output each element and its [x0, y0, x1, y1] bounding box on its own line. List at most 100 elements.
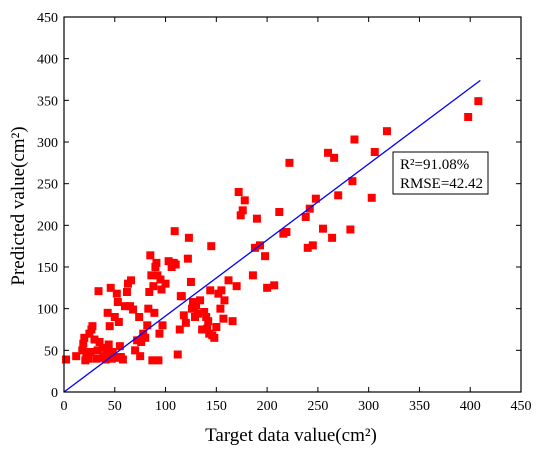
data-point: [252, 214, 261, 223]
data-point: [204, 317, 213, 326]
data-point: [186, 278, 195, 286]
data-point: [183, 254, 192, 263]
data-point: [212, 323, 221, 331]
data-point: [149, 282, 158, 291]
data-point: [171, 260, 180, 269]
data-point: [88, 322, 97, 331]
annotation-r2: R²=91.08%: [400, 157, 469, 173]
data-point: [85, 329, 94, 338]
data-point: [95, 338, 104, 346]
data-point: [200, 308, 209, 316]
data-point: [370, 148, 379, 156]
data-point: [261, 252, 270, 261]
data-point: [219, 314, 228, 323]
data-point: [170, 227, 179, 236]
y-tick-label: 350: [37, 94, 58, 109]
data-point: [161, 279, 170, 288]
data-point: [135, 313, 144, 321]
data-point: [301, 213, 310, 221]
data-point: [146, 251, 155, 260]
data-points: [62, 97, 483, 365]
data-point: [275, 208, 284, 216]
data-point: [210, 333, 219, 342]
data-point: [236, 211, 245, 220]
data-point: [248, 271, 257, 280]
data-point: [98, 343, 107, 352]
data-point: [238, 206, 247, 215]
data-point: [382, 127, 391, 136]
data-point: [179, 311, 188, 320]
data-point: [232, 282, 241, 291]
data-point: [164, 257, 173, 266]
data-point: [62, 355, 71, 364]
y-tick-label: 200: [37, 219, 58, 234]
x-tick-label: 350: [409, 399, 430, 414]
data-point: [220, 296, 229, 305]
data-point: [150, 308, 159, 317]
data-point: [156, 275, 165, 284]
data-point: [106, 283, 115, 292]
data-point: [103, 308, 112, 317]
data-point: [129, 305, 138, 314]
data-point: [79, 339, 88, 348]
data-point: [328, 233, 337, 242]
data-point: [282, 228, 291, 236]
data-point: [330, 153, 339, 162]
data-point: [136, 352, 145, 361]
data-point: [114, 318, 123, 326]
y-tick-label: 300: [37, 136, 58, 151]
data-point: [151, 263, 160, 271]
data-point: [224, 276, 233, 285]
data-point: [194, 309, 203, 318]
y-tick-label: 400: [37, 53, 58, 68]
data-point: [147, 271, 156, 280]
data-point: [285, 158, 294, 167]
data-point: [148, 356, 157, 365]
data-point: [157, 285, 166, 294]
data-point: [92, 354, 101, 363]
data-point: [173, 350, 182, 359]
x-tick-label: 200: [257, 399, 278, 414]
data-point: [184, 233, 193, 242]
axis-ticks: 0 50 100 150 200 250 300 350 400 450 0 50 100 150 200 2…: [37, 11, 532, 414]
data-point: [270, 281, 279, 290]
data-point: [177, 292, 186, 301]
data-point: [240, 196, 249, 205]
x-tick-label: 400: [460, 399, 481, 414]
data-point: [104, 340, 113, 349]
y-tick-label: 100: [37, 303, 58, 318]
data-point: [311, 194, 320, 203]
data-point: [318, 224, 327, 233]
y-tick-label: 50: [44, 344, 58, 359]
data-point: [175, 325, 184, 334]
data-point: [154, 356, 163, 365]
data-point: [153, 271, 162, 280]
data-point: [127, 276, 136, 285]
data-point: [144, 304, 153, 313]
data-point: [263, 283, 272, 292]
data-point: [155, 329, 164, 338]
data-point: [206, 286, 215, 295]
data-point: [367, 193, 376, 202]
data-point: [203, 324, 212, 333]
data-point: [303, 243, 312, 252]
data-point: [167, 263, 176, 271]
data-point: [110, 313, 119, 321]
data-point: [137, 338, 146, 346]
data-point: [250, 243, 259, 252]
data-point: [93, 346, 102, 355]
annotation-rmse: RMSE=42.42: [400, 176, 483, 192]
x-tick-label: 250: [307, 399, 328, 414]
data-point: [216, 304, 225, 313]
data-point: [145, 288, 154, 296]
data-point: [308, 241, 317, 250]
x-tick-label: 150: [206, 399, 227, 414]
data-point: [207, 242, 216, 251]
data-point: [350, 135, 359, 144]
x-axis-title: Target data value(cm²): [205, 425, 377, 446]
data-point: [152, 258, 161, 267]
data-point: [82, 348, 91, 357]
data-point: [141, 333, 150, 342]
data-point: [131, 346, 140, 355]
